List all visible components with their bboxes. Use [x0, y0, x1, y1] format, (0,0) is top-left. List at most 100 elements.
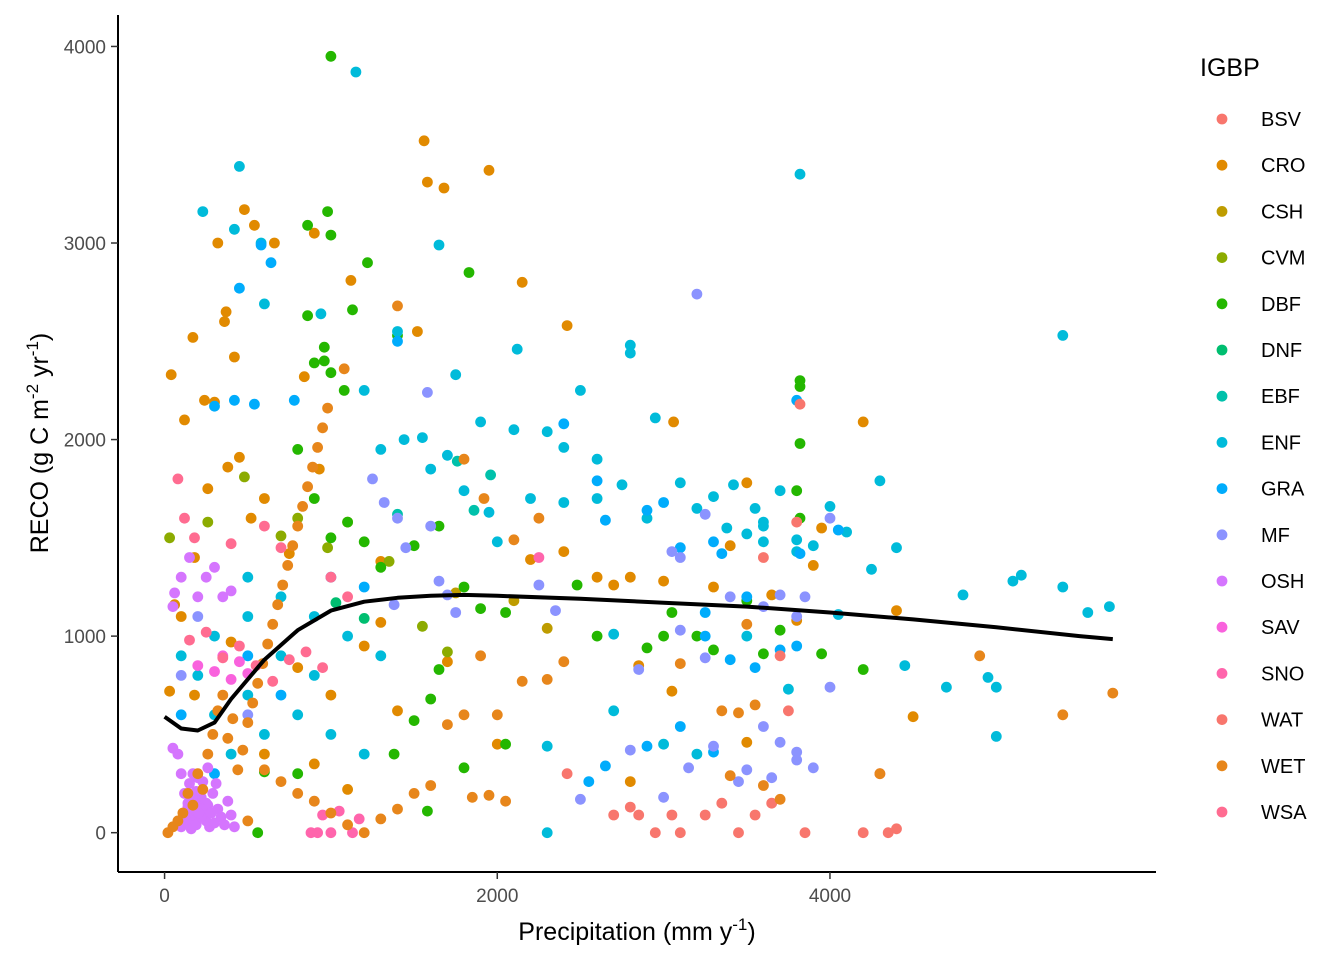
data-point	[217, 591, 229, 603]
data-point	[1107, 687, 1119, 699]
data-point	[624, 339, 636, 351]
legend-label: WET	[1261, 756, 1305, 778]
data-point	[450, 607, 462, 618]
data-point	[674, 542, 686, 554]
data-point	[624, 571, 636, 583]
legend-label: EBF	[1261, 386, 1300, 408]
data-point	[317, 662, 328, 673]
legend-label: OSH	[1261, 571, 1304, 593]
data-point	[259, 493, 270, 504]
data-point	[699, 630, 711, 642]
data-point	[417, 620, 428, 632]
x-tick-label: 0	[159, 886, 170, 907]
data-point	[242, 650, 254, 662]
data-point	[758, 536, 769, 548]
data-point	[259, 729, 270, 740]
data-point	[1057, 330, 1069, 341]
data-point	[699, 652, 711, 664]
data-point	[242, 689, 254, 701]
data-point	[699, 607, 711, 618]
data-point	[758, 721, 769, 732]
data-point	[674, 552, 686, 563]
legend-entry-wat: WAT	[1216, 710, 1303, 732]
data-point	[308, 493, 320, 504]
data-point	[408, 540, 420, 552]
data-point	[699, 809, 711, 821]
data-point	[210, 778, 222, 789]
data-point	[758, 648, 769, 660]
legend-label: SAV	[1261, 617, 1300, 639]
data-point	[283, 654, 295, 666]
data-point	[317, 809, 328, 821]
data-point	[575, 385, 586, 396]
legend-label: CVM	[1261, 248, 1305, 270]
data-point	[347, 304, 358, 316]
data-point	[691, 748, 703, 760]
data-point	[791, 611, 803, 622]
data-point	[207, 788, 219, 799]
data-point	[200, 626, 212, 638]
data-point	[633, 664, 645, 675]
data-point	[541, 622, 553, 634]
data-point	[288, 394, 300, 406]
data-point	[982, 672, 994, 683]
data-point	[485, 469, 496, 481]
data-point	[442, 646, 453, 658]
data-point	[302, 310, 313, 322]
series-wsa	[172, 473, 353, 687]
data-point	[197, 206, 209, 218]
data-point	[292, 444, 304, 455]
data-point	[272, 599, 284, 611]
data-point	[292, 788, 304, 799]
data-point	[525, 554, 536, 565]
data-point	[392, 705, 403, 717]
data-point	[308, 758, 320, 770]
data-point	[791, 534, 803, 546]
legend-entry-enf: ENF	[1216, 432, 1301, 454]
data-point	[649, 412, 661, 424]
data-point	[674, 827, 686, 839]
data-point	[350, 66, 362, 78]
data-point	[417, 432, 428, 443]
data-point	[741, 477, 753, 489]
data-point	[297, 501, 308, 512]
data-point	[172, 473, 184, 485]
legend-key-dot	[1216, 760, 1228, 772]
data-point	[641, 642, 653, 654]
data-point	[741, 591, 753, 603]
legend-entry-sav: SAV	[1216, 617, 1300, 639]
data-point	[222, 461, 234, 473]
data-point	[433, 520, 445, 532]
data-point	[177, 807, 189, 819]
data-point	[202, 516, 214, 528]
data-point	[229, 821, 240, 833]
data-point	[358, 536, 370, 548]
legend-entry-osh: OSH	[1216, 571, 1304, 593]
data-point	[234, 451, 245, 463]
data-point	[325, 229, 337, 241]
data-point	[425, 780, 437, 791]
data-point	[259, 764, 270, 776]
data-point	[184, 634, 195, 646]
x-tick-label: 4000	[809, 886, 851, 907]
data-point	[167, 601, 179, 612]
data-point	[500, 795, 511, 807]
legend-entry-wsa: WSA	[1216, 802, 1307, 824]
y-tick-label: 3000	[64, 234, 106, 255]
data-point	[558, 418, 570, 430]
legend-key-dot	[1216, 390, 1228, 402]
data-point	[275, 689, 287, 701]
data-point	[192, 660, 204, 671]
data-point	[774, 650, 786, 662]
data-point	[533, 512, 545, 524]
legend-key-dot	[1216, 806, 1228, 818]
data-point	[741, 736, 753, 748]
data-point	[192, 768, 204, 780]
data-point	[433, 575, 445, 587]
data-point	[724, 770, 736, 782]
data-point	[239, 471, 250, 483]
smooth-trend-line	[163, 592, 1113, 733]
data-point	[483, 789, 495, 801]
data-point	[200, 571, 212, 583]
data-point	[375, 444, 387, 455]
